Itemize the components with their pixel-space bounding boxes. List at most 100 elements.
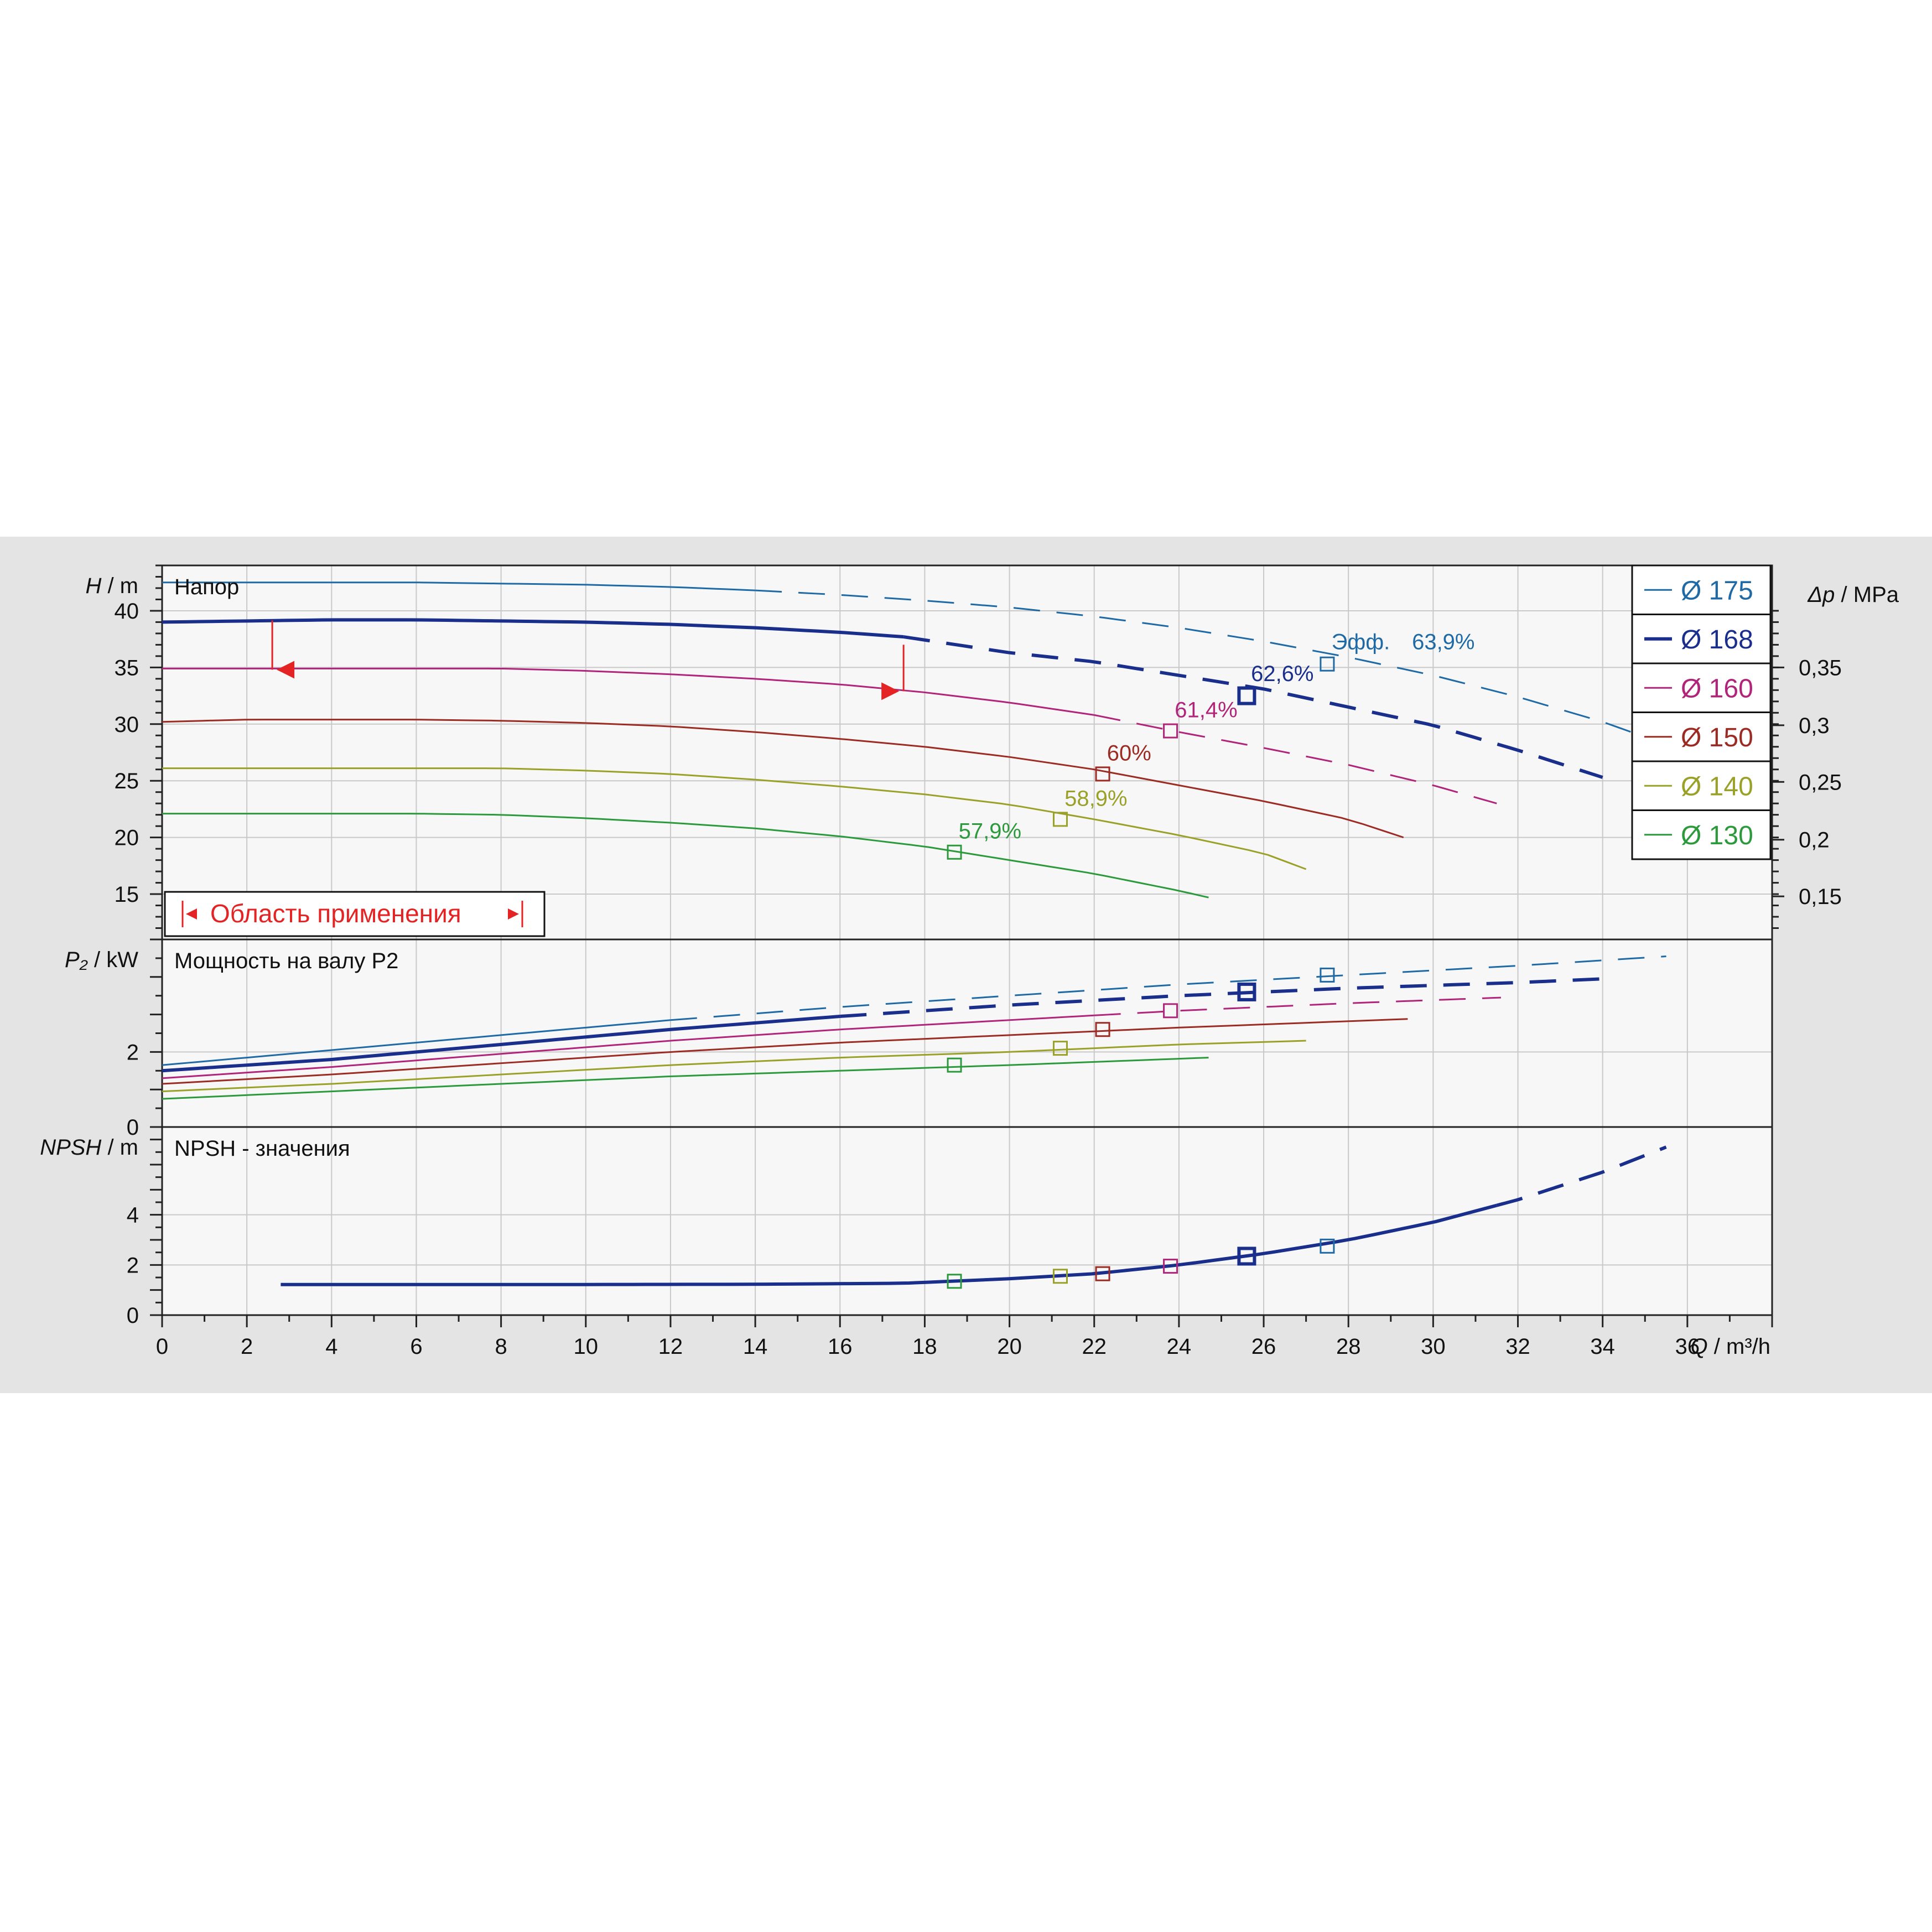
legend: Ø 175 Ø 168 Ø 160 Ø 150 Ø 140 Ø 130 bbox=[1631, 564, 1772, 860]
y2-tick-label: 0,35 bbox=[1799, 656, 1842, 680]
legend-label: Ø 130 bbox=[1681, 821, 1753, 850]
operating-point-marker bbox=[1237, 1247, 1256, 1266]
efficiency-label: 58,9% bbox=[1064, 786, 1127, 811]
x-tick-label: 28 bbox=[1336, 1334, 1361, 1359]
x-tick-label: 36 bbox=[1675, 1334, 1700, 1359]
range-box-right-arrow bbox=[508, 908, 519, 920]
x-tick-label: 14 bbox=[743, 1334, 768, 1359]
series-line-solid bbox=[162, 618, 904, 639]
y-axis-label: NPSH / m bbox=[40, 1135, 138, 1160]
series-line-dashed bbox=[1094, 996, 1501, 1016]
series-line-solid bbox=[162, 1057, 1209, 1100]
y2-tick-label: 0,3 bbox=[1799, 714, 1830, 738]
series-line-solid bbox=[162, 813, 1209, 899]
y-tick-label: 30 bbox=[115, 713, 139, 737]
operating-point-marker bbox=[947, 1274, 962, 1289]
y-tick-label: 40 bbox=[115, 599, 139, 624]
application-range-label: Область применения bbox=[210, 899, 461, 928]
efficiency-label: 61,4% bbox=[1175, 698, 1237, 722]
series-lines bbox=[162, 581, 1667, 1289]
y-axis-symbol: P₂ bbox=[65, 948, 88, 972]
series-line-dashed bbox=[1094, 714, 1497, 804]
y-axis-separator: / bbox=[101, 1135, 120, 1160]
panel-title: Напор bbox=[174, 575, 239, 599]
y2-axis-label: Δp / MPa bbox=[1807, 583, 1899, 607]
operating-point-marker bbox=[1320, 656, 1335, 672]
series-line-solid bbox=[162, 719, 1404, 839]
x-tick-label: 18 bbox=[912, 1334, 937, 1359]
range-box-left-arrow bbox=[186, 908, 197, 920]
series-line-solid bbox=[162, 1040, 1306, 1093]
efficiency-label: 63,9% bbox=[1412, 630, 1474, 655]
application-range-box bbox=[164, 891, 546, 937]
operating-point-marker bbox=[947, 1057, 962, 1073]
y-tick-label: 0 bbox=[127, 1303, 139, 1328]
y2-axis-symbol: Δp bbox=[1807, 583, 1835, 607]
x-tick-label: 30 bbox=[1421, 1334, 1446, 1359]
x-tick-label: 26 bbox=[1251, 1334, 1276, 1359]
y-tick-label: 35 bbox=[115, 656, 139, 680]
panel-title: Мощность на валу P2 bbox=[174, 949, 398, 973]
y-tick-label: 15 bbox=[115, 882, 139, 907]
operating-point-marker bbox=[1095, 1266, 1110, 1281]
efficiency-label: 60% bbox=[1107, 741, 1151, 765]
operating-point-marker bbox=[1095, 1022, 1110, 1037]
y2-tick-label: 0,15 bbox=[1799, 885, 1842, 909]
legend-label: Ø 150 bbox=[1681, 723, 1753, 752]
x-axis-label: Q / m³/h bbox=[1691, 1334, 1770, 1359]
efficiency-label: Эфф. bbox=[1332, 630, 1390, 655]
x-tick-label: 16 bbox=[828, 1334, 853, 1359]
y2-axis-separator: / bbox=[1835, 583, 1853, 607]
operating-point-marker bbox=[1052, 812, 1068, 827]
operating-point-marker bbox=[1163, 1259, 1178, 1274]
x-axis-symbol: Q bbox=[1691, 1334, 1708, 1359]
y-axis-symbol: NPSH bbox=[40, 1135, 101, 1160]
legend-label: Ø 168 bbox=[1681, 625, 1753, 655]
y-tick-label: 2 bbox=[127, 1253, 139, 1277]
y-tick-label: 25 bbox=[115, 769, 139, 793]
x-tick-label: 2 bbox=[241, 1334, 253, 1359]
x-tick-label: 4 bbox=[325, 1334, 337, 1359]
series-line-solid bbox=[162, 1014, 840, 1073]
y-tick-label: 4 bbox=[127, 1203, 139, 1228]
operating-point-marker bbox=[1052, 1269, 1068, 1284]
operating-point-marker bbox=[1237, 686, 1256, 705]
y-axis-unit: kW bbox=[106, 948, 138, 972]
y-tick-label: 2 bbox=[127, 1040, 139, 1064]
series-line-solid bbox=[162, 1014, 1094, 1079]
x-tick-label: 8 bbox=[495, 1334, 507, 1359]
series-line-dashed bbox=[755, 589, 1667, 746]
x-tick-label: 20 bbox=[997, 1334, 1022, 1359]
legend-label: Ø 175 bbox=[1681, 576, 1753, 605]
y2-axis-unit: MPa bbox=[1853, 583, 1899, 607]
x-tick-label: 24 bbox=[1167, 1334, 1192, 1359]
operating-point-marker bbox=[1095, 766, 1110, 782]
x-axis-separator: / bbox=[1708, 1334, 1726, 1359]
x-tick-label: 0 bbox=[156, 1334, 168, 1359]
y-axis-label: P₂ / kW bbox=[65, 948, 138, 972]
axes: 0 2 4 6 8 10 12 14 16 18 20 22 24 26 28 30 32 34 36Q / m³/… bbox=[40, 564, 1899, 1359]
y-axis-symbol: H bbox=[85, 574, 101, 598]
operating-point-marker bbox=[1163, 1003, 1178, 1019]
x-tick-label: 32 bbox=[1505, 1334, 1530, 1359]
x-tick-label: 12 bbox=[658, 1334, 683, 1359]
range-right-arrow bbox=[881, 682, 900, 700]
y-axis-label: H / m bbox=[85, 574, 138, 598]
x-tick-label: 6 bbox=[410, 1334, 422, 1359]
operating-point-marker bbox=[1320, 967, 1335, 983]
range-left-arrow bbox=[277, 661, 295, 679]
operating-point-marker bbox=[1237, 982, 1256, 1001]
legend-label: Ø 160 bbox=[1681, 674, 1753, 703]
y-axis-unit: m bbox=[120, 1135, 138, 1160]
series-line-solid bbox=[162, 1018, 1408, 1085]
efficiency-label: 62,6% bbox=[1251, 662, 1313, 686]
x-tick-label: 34 bbox=[1590, 1334, 1615, 1359]
operating-point-marker bbox=[1163, 723, 1178, 739]
y-tick-label: 0 bbox=[127, 1115, 139, 1140]
efficiency-label: 57,9% bbox=[959, 819, 1021, 844]
x-tick-label: 10 bbox=[574, 1334, 599, 1359]
series-line-solid bbox=[281, 1203, 1498, 1286]
y-axis-separator: / bbox=[101, 574, 120, 598]
series-line-solid bbox=[162, 767, 1307, 870]
